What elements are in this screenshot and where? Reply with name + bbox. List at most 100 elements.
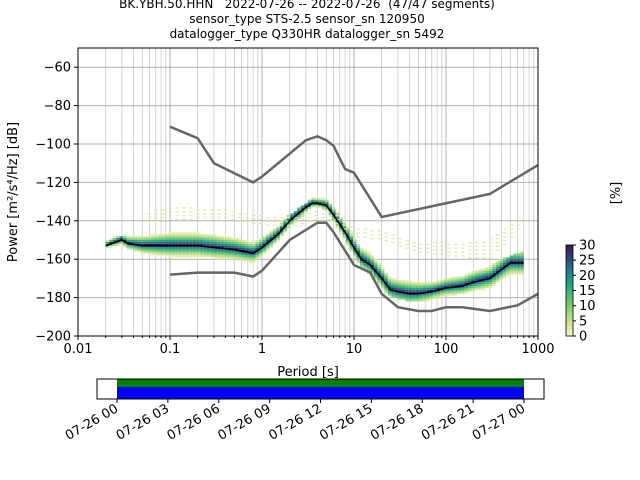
density-cell (206, 240, 211, 242)
density-cell (474, 274, 479, 277)
density-cell (412, 286, 416, 288)
density-cell (206, 241, 211, 244)
density-cell (373, 272, 378, 275)
density-cell (471, 272, 475, 275)
density-cell (325, 201, 329, 204)
density-cell (272, 240, 277, 242)
density-cell (252, 215, 256, 217)
density-cell (370, 264, 374, 267)
density-cell (286, 216, 291, 219)
density-cell (353, 249, 357, 252)
density-cell (217, 249, 221, 252)
colorbar-segment (566, 255, 573, 258)
density-cell (154, 245, 158, 248)
density-cell (387, 278, 392, 281)
density-cell (405, 297, 409, 300)
density-cell (516, 272, 521, 275)
density-cell (171, 249, 176, 252)
density-cell (168, 211, 172, 213)
density-cell (164, 243, 169, 246)
density-cell (164, 240, 169, 242)
density-cell (258, 222, 263, 224)
density-cell (506, 268, 510, 271)
density-cell (231, 238, 235, 240)
density-cell (488, 270, 493, 273)
density-cell (265, 249, 270, 252)
density-cell (342, 236, 347, 239)
density-cell (314, 218, 319, 221)
density-cell (150, 234, 155, 237)
colorbar-segment (566, 275, 573, 278)
density-cell (168, 241, 172, 244)
density-cell (231, 257, 235, 260)
density-cell (199, 236, 204, 239)
density-cell (255, 240, 259, 242)
density-cell (516, 264, 521, 267)
density-cell (150, 241, 155, 244)
density-cell (255, 257, 259, 260)
density-cell (419, 289, 423, 292)
density-cell (293, 211, 298, 214)
density-cell (370, 234, 374, 236)
density-cell (433, 291, 437, 294)
density-cell (252, 261, 256, 264)
density-cell (384, 236, 388, 238)
density-cell (325, 207, 329, 210)
density-cell (210, 236, 214, 239)
density-cell (297, 209, 301, 212)
colorbar-segment (566, 263, 573, 266)
high-noise-model-curve (169, 125, 539, 219)
density-cell (182, 236, 186, 239)
density-cell (231, 240, 235, 242)
density-cell (248, 243, 253, 246)
density-cell (363, 264, 367, 267)
density-cell (481, 253, 486, 255)
density-cell (182, 245, 186, 248)
density-cell (189, 218, 193, 221)
density-cell (419, 286, 423, 288)
density-cell (220, 241, 225, 244)
density-cell (419, 284, 423, 287)
colorbar-segment (566, 320, 573, 323)
density-cell (123, 241, 127, 244)
density-cell (370, 230, 374, 232)
density-cell (447, 288, 451, 290)
density-cell (488, 266, 493, 269)
density-cell (471, 280, 475, 283)
density-cell (502, 272, 507, 275)
chart-title-line-1: BK.YBH.50.HHN 2022-07-26 -- 2022-07-26 (… (119, 0, 495, 11)
density-cell (380, 272, 385, 275)
density-cell (269, 243, 273, 246)
density-cell (447, 251, 451, 253)
density-cell (520, 251, 524, 254)
density-cell (231, 253, 235, 256)
density-cell (468, 245, 472, 247)
density-cell (300, 222, 305, 224)
density-cell (150, 243, 155, 246)
density-cell (178, 255, 183, 258)
density-cell (161, 220, 165, 222)
density-cell (443, 278, 448, 281)
density-cell (447, 280, 451, 283)
colorbar-segment (566, 331, 573, 334)
density-cell (384, 274, 388, 277)
density-cell (123, 234, 127, 237)
density-cell (481, 286, 486, 288)
density-cell (398, 288, 402, 290)
density-cell (161, 213, 165, 215)
density-cell (502, 228, 507, 230)
density-cell (391, 293, 395, 296)
colorbar-segment (566, 273, 573, 276)
density-cell (502, 240, 507, 242)
density-cell (206, 249, 211, 252)
colorbar-segment (566, 258, 573, 261)
density-cell (356, 261, 361, 264)
density-cell (297, 216, 301, 219)
density-cell (488, 284, 493, 287)
density-cell (150, 251, 155, 254)
density-cell (276, 238, 280, 240)
density-cell (499, 263, 503, 265)
density-cell (241, 245, 246, 248)
